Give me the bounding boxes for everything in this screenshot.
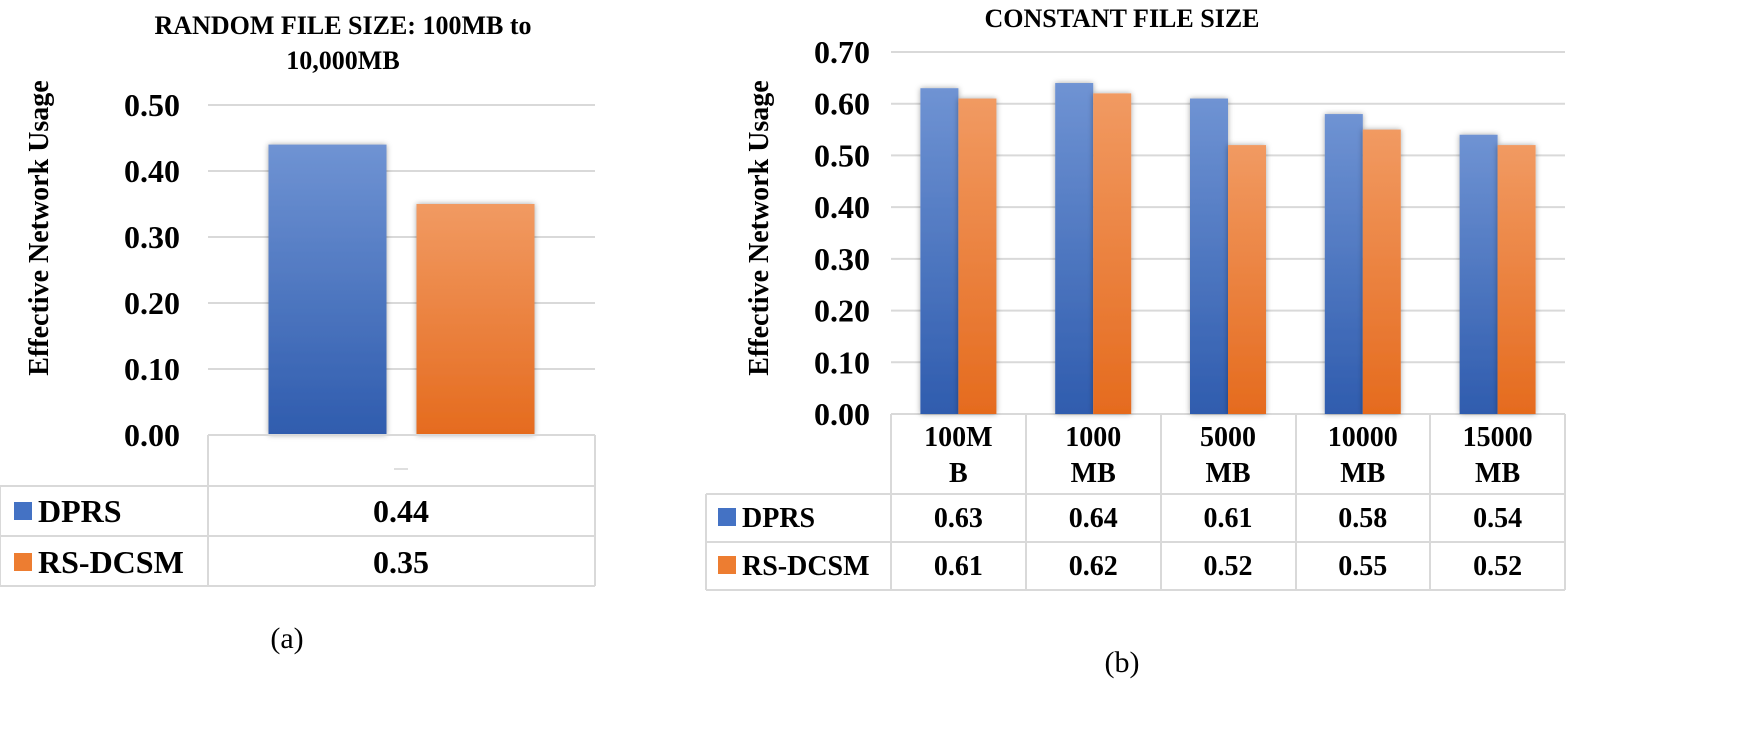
chart-b-category-label: 100M [924, 422, 992, 453]
chart-b-table-value: 0.52 [1204, 551, 1253, 582]
chart-b-y-tick-label: 0.60 [814, 86, 870, 122]
chart-b-category-label: 5000 [1200, 422, 1256, 453]
chart-b-category-labels: 100M B 1000 MB 5000 MB 10000 MB 15000 MB [924, 422, 1532, 489]
legend-swatch-rsdcsm-a [14, 553, 32, 571]
chart-b-category-label: 1000 [1065, 422, 1121, 453]
chart-b-table-value: 0.55 [1338, 551, 1387, 582]
chart-b-y-tick-label: 0.30 [814, 241, 870, 277]
chart-a-data-table [0, 434, 596, 587]
chart-a-y-tick-label: 0.30 [124, 219, 180, 255]
caption-a: (a) [270, 622, 303, 655]
chart-b-category-label: MB [1205, 458, 1250, 489]
chart-b-bar-rs-dcsm [1497, 145, 1536, 415]
chart-b-bar-rs-dcsm [958, 98, 997, 415]
chart-b-category-label: MB [1071, 458, 1116, 489]
chart-a-y-axis-label: Effective Network Usage [24, 80, 55, 375]
chart-b-bar-dprs [1324, 114, 1363, 415]
caption-b: (b) [1105, 646, 1140, 679]
chart-b-table-value: 0.62 [1069, 551, 1118, 582]
legend-label-rsdcsm-a: RS-DCSM [38, 544, 184, 580]
chart-b-y-tick-label: 0.40 [814, 189, 870, 225]
chart-b-data-table [705, 414, 1566, 591]
table-a-rsdcsm-value: 0.35 [373, 544, 429, 580]
chart-a-title-line1: RANDOM FILE SIZE: 100MB to [154, 11, 531, 40]
chart-b-table-value: 0.61 [934, 551, 983, 582]
chart-b-table-values: 0.63 0.61 0.64 0.62 0.61 0.52 0.58 0.55 0.54 0.52 [934, 503, 1522, 582]
legend-swatch-dprs-b [718, 508, 736, 526]
chart-b-bar-rs-dcsm [1093, 93, 1132, 414]
chart-b-bar-rs-dcsm [1362, 129, 1401, 415]
chart-a-y-tick-label: 0.50 [124, 87, 180, 123]
chart-b-category-label: MB [1340, 458, 1385, 489]
chart-b-bar-dprs [920, 88, 959, 414]
chart-b-bar-rs-dcsm [1228, 145, 1266, 415]
chart-a-y-tick-label: 0.20 [124, 285, 180, 321]
chart-a: RANDOM FILE SIZE: 100MB to 10,000MB Effe… [0, 11, 596, 655]
chart-b-y-ticks: 0.00 0.10 0.20 0.30 0.40 0.50 0.60 0.70 [814, 34, 870, 432]
legend-label-dprs-a: DPRS [38, 493, 122, 529]
chart-a-y-tick-label: 0.40 [124, 153, 180, 189]
chart-b-bars [920, 83, 1536, 415]
chart-b-table-value: 0.64 [1069, 503, 1118, 534]
chart-b-category-label: 15000 [1463, 422, 1533, 453]
legend-swatch-dprs-a [14, 502, 32, 520]
chart-b-y-tick-label: 0.50 [814, 137, 870, 173]
legend-label-rsdcsm-b: RS-DCSM [742, 551, 870, 582]
chart-b-table-value: 0.54 [1473, 503, 1522, 534]
chart-b: CONSTANT FILE SIZE Effective Network Usa… [705, 4, 1566, 679]
chart-b-title: CONSTANT FILE SIZE [984, 4, 1259, 33]
chart-b-table-value: 0.58 [1338, 503, 1387, 534]
table-a-dprs-value: 0.44 [373, 493, 429, 529]
chart-a-y-tick-label: 0.00 [124, 417, 180, 453]
chart-a-title-line2: 10,000MB [286, 46, 399, 75]
chart-b-y-tick-label: 0.10 [814, 344, 870, 380]
chart-a-gridlines [208, 104, 595, 370]
chart-b-bar-dprs [1055, 83, 1094, 415]
chart-b-table-value: 0.63 [934, 503, 983, 534]
chart-b-y-tick-label: 0.70 [814, 34, 870, 70]
chart-a-bar-rs-dcsm [416, 204, 535, 435]
chart-b-y-tick-label: 0.20 [814, 293, 870, 329]
chart-b-bar-dprs [1459, 134, 1498, 414]
chart-a-bars [268, 144, 535, 435]
chart-b-table-value: 0.61 [1204, 503, 1253, 534]
chart-a-bar-dprs [268, 144, 387, 435]
chart-b-category-label: B [949, 458, 968, 489]
chart-a-y-ticks: 0.00 0.10 0.20 0.30 0.40 0.50 [124, 87, 180, 453]
chart-b-y-axis-label: Effective Network Usage [744, 80, 775, 375]
chart-a-y-tick-label: 0.10 [124, 351, 180, 387]
chart-b-bar-dprs [1190, 98, 1228, 415]
legend-swatch-rsdcsm-b [718, 556, 736, 574]
chart-b-category-label: 10000 [1328, 422, 1398, 453]
legend-label-dprs-b: DPRS [742, 503, 815, 534]
chart-b-category-label: MB [1475, 458, 1520, 489]
chart-b-y-tick-label: 0.00 [814, 396, 870, 432]
chart-b-table-value: 0.52 [1473, 551, 1522, 582]
